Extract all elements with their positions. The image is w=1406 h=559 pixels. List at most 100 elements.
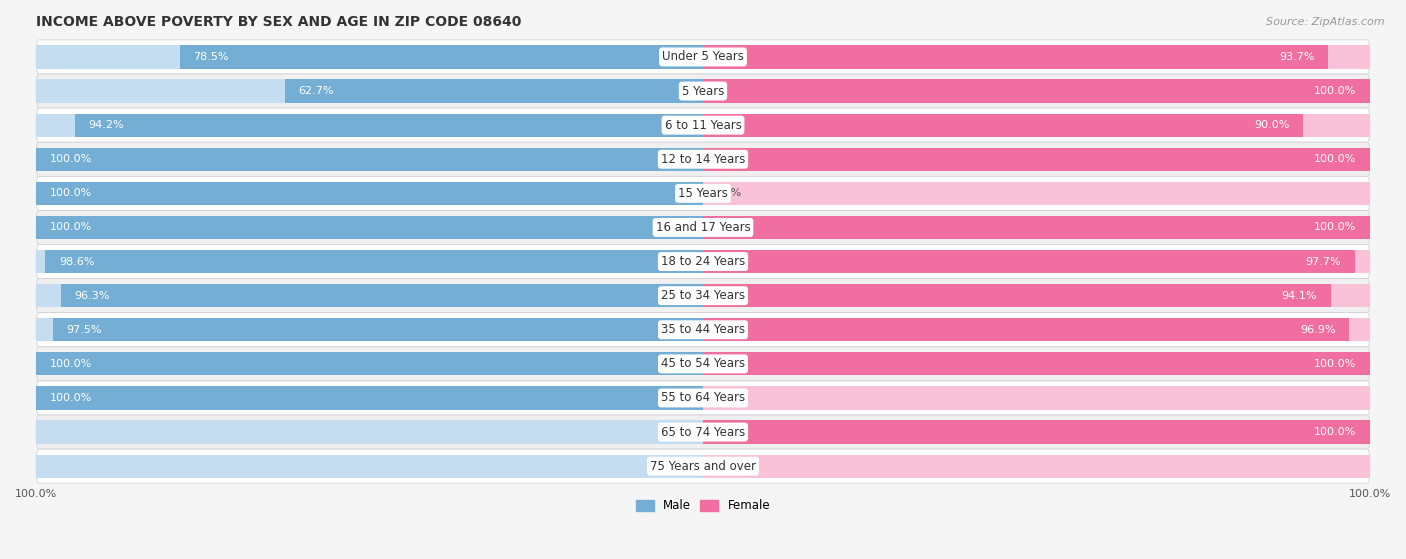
FancyBboxPatch shape [37,381,1369,415]
Bar [703,284,1330,307]
Text: 0.0%: 0.0% [665,461,693,471]
Text: 100.0%: 100.0% [49,359,91,369]
Text: INCOME ABOVE POVERTY BY SEX AND AGE IN ZIP CODE 08640: INCOME ABOVE POVERTY BY SEX AND AGE IN Z… [37,15,522,29]
Text: Under 5 Years: Under 5 Years [662,50,744,63]
Bar [703,420,1369,444]
Text: 100.0%: 100.0% [1315,427,1357,437]
Bar [45,250,703,273]
Text: 12 to 14 Years: 12 to 14 Years [661,153,745,166]
Bar [37,148,703,171]
Bar [37,284,703,307]
Bar [703,352,1369,376]
FancyBboxPatch shape [37,74,1369,108]
Bar [703,318,1369,342]
Text: 94.2%: 94.2% [89,120,124,130]
Bar [37,216,703,239]
Text: 25 to 34 Years: 25 to 34 Years [661,289,745,302]
FancyBboxPatch shape [37,142,1369,176]
Text: 78.5%: 78.5% [193,52,228,62]
Bar [703,420,1369,444]
Text: 65 to 74 Years: 65 to 74 Years [661,425,745,439]
FancyBboxPatch shape [37,347,1369,381]
FancyBboxPatch shape [37,108,1369,142]
Bar [75,113,703,137]
Bar [703,45,1369,69]
Legend: Male, Female: Male, Female [631,495,775,517]
Text: 100.0%: 100.0% [49,222,91,233]
Bar [37,352,703,376]
Text: 100.0%: 100.0% [49,393,91,403]
Bar [703,148,1369,171]
Bar [703,352,1369,376]
Text: 100.0%: 100.0% [1315,86,1357,96]
Text: 55 to 64 Years: 55 to 64 Years [661,391,745,405]
Bar [37,352,703,376]
Bar [703,216,1369,239]
FancyBboxPatch shape [37,312,1369,347]
Bar [703,454,1369,478]
Bar [37,454,703,478]
Bar [37,216,703,239]
Text: 0.0%: 0.0% [665,427,693,437]
Bar [703,386,1369,410]
FancyBboxPatch shape [37,176,1369,210]
Text: 93.7%: 93.7% [1279,52,1315,62]
Bar [703,250,1354,273]
Text: 100.0%: 100.0% [1315,222,1357,233]
Bar [60,284,703,307]
Bar [703,182,1369,205]
Bar [37,318,703,342]
Text: 98.6%: 98.6% [59,257,94,267]
Text: 62.7%: 62.7% [298,86,333,96]
Bar [37,250,703,273]
Bar [180,45,703,69]
Bar [703,148,1369,171]
Bar [37,113,703,137]
Text: 0.0%: 0.0% [713,393,741,403]
Text: 15 Years: 15 Years [678,187,728,200]
Bar [37,182,703,205]
FancyBboxPatch shape [37,244,1369,278]
Bar [37,182,703,205]
Text: 90.0%: 90.0% [1254,120,1289,130]
Bar [703,216,1369,239]
Text: 18 to 24 Years: 18 to 24 Years [661,255,745,268]
Text: 6 to 11 Years: 6 to 11 Years [665,119,741,131]
Text: 97.7%: 97.7% [1306,257,1341,267]
Bar [703,250,1369,273]
Bar [703,45,1327,69]
Text: 45 to 54 Years: 45 to 54 Years [661,357,745,371]
FancyBboxPatch shape [37,278,1369,312]
Text: 0.0%: 0.0% [713,461,741,471]
Bar [285,79,703,103]
Text: 97.5%: 97.5% [66,325,101,335]
FancyBboxPatch shape [37,210,1369,244]
Text: Source: ZipAtlas.com: Source: ZipAtlas.com [1267,17,1385,27]
Text: 94.1%: 94.1% [1282,291,1317,301]
Bar [37,148,703,171]
Text: 96.9%: 96.9% [1301,325,1336,335]
Bar [37,79,703,103]
Bar [37,386,703,410]
Text: 35 to 44 Years: 35 to 44 Years [661,323,745,337]
Bar [37,386,703,410]
Bar [703,79,1369,103]
FancyBboxPatch shape [37,415,1369,449]
Text: 100.0%: 100.0% [1315,359,1357,369]
FancyBboxPatch shape [37,40,1369,74]
Bar [53,318,703,342]
Text: 100.0%: 100.0% [1315,154,1357,164]
Bar [703,318,1350,342]
Text: 75 Years and over: 75 Years and over [650,459,756,473]
Text: 5 Years: 5 Years [682,84,724,97]
Text: 0.0%: 0.0% [713,188,741,198]
Bar [703,79,1369,103]
FancyBboxPatch shape [37,449,1369,483]
Bar [703,113,1303,137]
Text: 100.0%: 100.0% [49,154,91,164]
Text: 16 and 17 Years: 16 and 17 Years [655,221,751,234]
Bar [703,113,1369,137]
Text: 100.0%: 100.0% [49,188,91,198]
Bar [703,284,1369,307]
Bar [37,420,703,444]
